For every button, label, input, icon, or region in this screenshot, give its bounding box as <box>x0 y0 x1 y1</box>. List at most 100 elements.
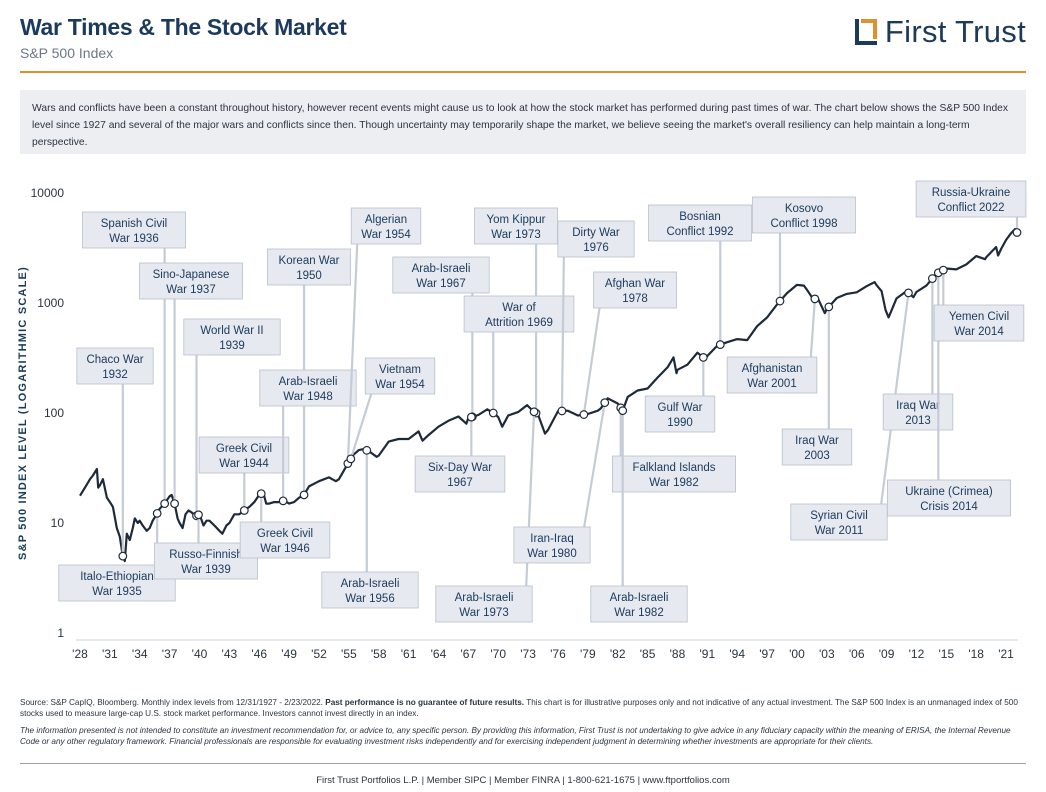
annotation-label: War 1939 <box>181 564 230 576</box>
annotation-box <box>58 564 176 602</box>
x-tick-label: '40 <box>192 647 208 661</box>
annotation-label: War 1973 <box>459 607 508 619</box>
war-annotation: Vietnam War 1954 <box>346 357 436 464</box>
annotation-marker <box>557 406 567 416</box>
x-tick-label: '06 <box>849 647 865 661</box>
annotation-box <box>463 295 575 333</box>
annotation-box <box>781 428 853 466</box>
annotation-label: War 1980 <box>527 548 576 560</box>
annotation-box <box>752 196 856 234</box>
annotation-leader <box>582 307 601 415</box>
annotation-leader <box>809 298 816 358</box>
annotation-box <box>198 436 290 474</box>
annotation-marker <box>927 274 937 283</box>
war-annotation: Iraq War 2003 <box>781 302 853 466</box>
war-annotation: Afghanistan War 2001 <box>726 294 820 394</box>
annotation-box <box>239 521 331 559</box>
war-annotation: Russia-Ukraine Conflict 2022 <box>915 180 1027 237</box>
intro-text: Wars and conflicts have been a constant … <box>20 90 1026 154</box>
annotation-marker <box>362 445 372 455</box>
war-annotation: Iran-Iraq War 1980 <box>513 398 610 564</box>
source-note: Source: S&P CapIQ, Bloomberg. Monthly in… <box>20 697 1026 719</box>
annotation-label: 1990 <box>667 417 693 429</box>
x-tick-label: '76 <box>550 647 566 661</box>
annotation-label: Yom Kippur <box>486 214 545 226</box>
annotation-label: Arab-Israeli <box>455 592 514 604</box>
annotation-label: War 1982 <box>614 607 663 619</box>
x-tick-label: '67 <box>461 647 477 661</box>
annotation-label: Arab-Israeli <box>412 263 471 275</box>
war-annotation: Syrian Civil War 2011 <box>790 288 913 541</box>
annotation-label: Crisis 2014 <box>920 501 978 513</box>
x-tick-label: '12 <box>909 647 925 661</box>
annotation-label: Russo-Finnish <box>169 549 243 561</box>
x-tick-label: '85 <box>640 647 656 661</box>
annotation-label: Russia-Ukraine <box>932 187 1011 199</box>
annotation-marker <box>278 496 288 506</box>
x-tick-label: '73 <box>520 647 536 661</box>
annotation-label: War 1937 <box>166 284 215 296</box>
annotation-label: War 1954 <box>361 229 411 241</box>
annotation-marker <box>1012 228 1022 237</box>
annotation-marker <box>600 398 610 408</box>
x-tick-label: '82 <box>610 647 626 661</box>
x-tick-label: '03 <box>819 647 835 661</box>
annotation-label: 2013 <box>905 415 931 427</box>
annotation-label: Greek Civil <box>216 443 272 455</box>
x-tick-label: '09 <box>879 647 895 661</box>
annotation-box <box>267 248 351 286</box>
source-rest: This chart is for illustrative purposes … <box>20 698 1018 718</box>
x-tick-label: '31 <box>102 647 118 661</box>
annotation-box <box>887 479 1012 517</box>
x-tick-label: '21 <box>998 647 1014 661</box>
x-tick-label: '00 <box>789 647 805 661</box>
annotation-label: War 2001 <box>747 378 796 390</box>
x-tick-label: '94 <box>729 647 745 661</box>
annotation-marker <box>256 489 266 499</box>
annotation-label: War of <box>502 302 536 314</box>
annotation-box <box>590 585 688 623</box>
annotation-label: Conflict 1992 <box>666 226 733 238</box>
annotation-label: Kosovo <box>785 203 823 215</box>
annotation-box <box>259 369 357 407</box>
annotation-label: Iraq War <box>896 400 940 412</box>
war-annotation: Korean War 1950 <box>267 248 351 500</box>
y-tick-label: 10000 <box>31 186 65 200</box>
war-annotation: Six-Day War 1967 <box>414 412 506 493</box>
y-tick-label: 1 <box>57 626 64 640</box>
annotation-label: Spanish Civil <box>101 218 167 230</box>
war-annotation: Arab-Israeli War 1967 <box>392 256 490 422</box>
annotation-label: 2003 <box>804 450 830 462</box>
war-annotation: World War II 1939 <box>183 318 281 521</box>
annotation-marker <box>160 499 170 509</box>
annotation-label: War 2014 <box>954 326 1004 338</box>
annotation-box <box>644 395 716 433</box>
annotation-label: Yemen Civil <box>949 311 1009 323</box>
x-tick-label: '43 <box>222 647 238 661</box>
war-annotation: Greek Civil War 1946 <box>239 489 331 559</box>
annotation-marker <box>904 288 913 298</box>
war-annotation: Greek Civil War 1944 <box>198 436 290 515</box>
annotation-label: War 2011 <box>815 525 864 537</box>
x-tick-label: '70 <box>490 647 506 661</box>
disclaimer: The information presented is not intende… <box>20 726 1011 746</box>
annotation-label: War 1967 <box>416 278 465 290</box>
x-tick-label: '18 <box>968 647 984 661</box>
annotation-leader <box>349 393 373 460</box>
war-annotation: Kosovo Conflict 1998 <box>752 196 856 306</box>
annotation-box <box>82 211 186 249</box>
x-tick-label: '15 <box>938 647 954 661</box>
annotation-box <box>557 220 635 258</box>
first-trust-logo-icon <box>854 19 877 45</box>
x-tick-label: '64 <box>431 647 447 661</box>
annotation-label: Afghanistan <box>742 363 803 375</box>
annotation-box <box>882 393 954 431</box>
annotation-marker <box>529 407 539 417</box>
annotation-marker <box>579 410 589 419</box>
war-annotation: Chaco War 1932 <box>76 347 154 561</box>
annotation-box <box>76 347 154 385</box>
annotation-label: Algerian <box>365 214 407 226</box>
annotation-label: Dirty War <box>572 227 620 239</box>
annotation-box <box>790 503 888 541</box>
annotation-label: War 1948 <box>283 391 332 403</box>
